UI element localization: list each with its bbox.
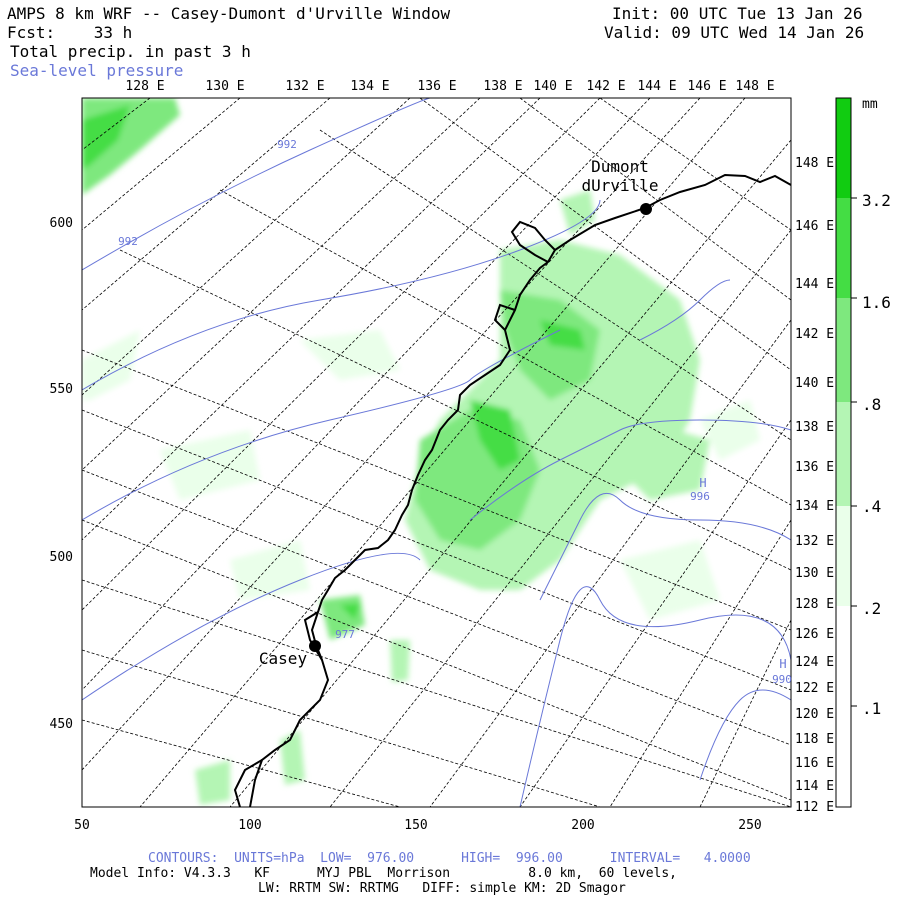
top-lon-label: 146 E xyxy=(687,79,726,94)
right-lon-label: 136 E xyxy=(795,460,834,475)
right-lon-label: 116 E xyxy=(795,756,834,771)
colorbar xyxy=(835,97,857,808)
right-lon-label: 140 E xyxy=(795,376,834,391)
top-lon-label: 134 E xyxy=(350,79,389,94)
colorbar-segment-3-2 xyxy=(836,98,851,198)
station-label: Dumont xyxy=(591,157,649,176)
colorbar-level-label: 1.6 xyxy=(862,293,891,312)
high-pressure-mark: H xyxy=(779,657,786,671)
right-lon-label: 138 E xyxy=(795,420,834,435)
contour-label: 992 xyxy=(118,235,138,248)
y-tick-label: 450 xyxy=(50,717,73,732)
right-lon-label: 146 E xyxy=(795,219,834,234)
right-lon-label: 132 E xyxy=(795,534,834,549)
plot-frame xyxy=(81,97,792,808)
map-title: AMPS 8 km WRF -- Casey-Dumont d'Urville … xyxy=(7,4,451,23)
right-lon-label: 144 E xyxy=(795,277,834,292)
model-info: Model Info: V4.3.3 KF MYJ PBL Morrison 8… xyxy=(90,866,677,881)
colorbar-segment-base xyxy=(836,706,851,807)
overlay-name: Sea-level pressure xyxy=(10,61,184,80)
top-lon-label: 130 E xyxy=(205,79,244,94)
colorbar-segment-0-1 xyxy=(836,606,851,706)
contour-label: 977 xyxy=(335,628,355,641)
contour-label: 996 xyxy=(690,490,710,503)
colorbar-level-label: .2 xyxy=(862,599,881,618)
top-lon-label: 148 E xyxy=(735,79,774,94)
y-tick-label: 500 xyxy=(50,550,73,565)
map-labels: 128 E 130 E 132 E 134 E 136 E 138 E 140 E 142 E… xyxy=(50,79,891,833)
right-lon-label: 130 E xyxy=(795,566,834,581)
colorbar-level-label: 3.2 xyxy=(862,191,891,210)
right-lon-label: 142 E xyxy=(795,327,834,342)
x-tick-label: 50 xyxy=(74,818,90,833)
right-lon-label: 134 E xyxy=(795,499,834,514)
forecast-hour: Fcst: 33 h xyxy=(7,23,133,42)
x-tick-label: 250 xyxy=(738,818,761,833)
top-lon-label: 142 E xyxy=(586,79,625,94)
right-lon-label: 128 E xyxy=(795,597,834,612)
colorbar-level-label: .1 xyxy=(862,699,881,718)
slp-contours xyxy=(82,98,791,807)
right-lon-label: 126 E xyxy=(795,627,834,642)
physics-info: LW: RRTM SW: RRTMG DIFF: simple KM: 2D S… xyxy=(258,881,626,896)
y-tick-label: 600 xyxy=(50,216,73,231)
top-lon-label: 136 E xyxy=(417,79,456,94)
right-lon-label: 124 E xyxy=(795,655,834,670)
top-lon-label: 144 E xyxy=(637,79,676,94)
colorbar-segment-0-4 xyxy=(836,402,851,506)
x-tick-label: 100 xyxy=(238,818,261,833)
colorbar-segment-0-8 xyxy=(836,298,851,402)
station-marker-dumont xyxy=(640,203,652,215)
top-lon-label: 138 E xyxy=(483,79,522,94)
top-lon-label: 140 E xyxy=(533,79,572,94)
colorbar-segment-0-2 xyxy=(836,506,851,606)
contour-label: 990 xyxy=(772,673,792,686)
precip-shading xyxy=(82,98,760,805)
x-tick-label: 150 xyxy=(404,818,427,833)
station-label: dUrville xyxy=(581,176,658,195)
valid-time: Valid: 09 UTC Wed 14 Jan 26 xyxy=(604,23,865,42)
top-lon-label: 132 E xyxy=(285,79,324,94)
contour-info: CONTOURS: UNITS=hPa LOW= 976.00 HIGH= 99… xyxy=(148,851,751,866)
colorbar-level-label: .4 xyxy=(862,497,881,516)
colorbar-unit: mm xyxy=(862,97,878,112)
right-lon-label: 148 E xyxy=(795,156,834,171)
station-label: Casey xyxy=(259,649,308,668)
right-lon-label: 112 E xyxy=(795,800,834,815)
y-tick-label: 550 xyxy=(50,382,73,397)
top-lon-label: 128 E xyxy=(125,79,164,94)
colorbar-level-label: .8 xyxy=(862,395,881,414)
field-name: Total precip. in past 3 h xyxy=(10,42,251,61)
map-plot-area xyxy=(82,98,791,807)
right-lon-label: 122 E xyxy=(795,681,834,696)
right-lon-label: 114 E xyxy=(795,779,834,794)
init-time: Init: 00 UTC Tue 13 Jan 26 xyxy=(612,4,863,23)
colorbar-segment-1-6 xyxy=(836,198,851,298)
high-pressure-mark: H xyxy=(699,476,706,490)
station-marker-casey xyxy=(309,640,321,652)
x-tick-label: 200 xyxy=(571,818,594,833)
right-lon-label: 118 E xyxy=(795,732,834,747)
contour-label: 992 xyxy=(277,138,297,151)
right-lon-label: 120 E xyxy=(795,707,834,722)
graticule xyxy=(82,98,791,807)
